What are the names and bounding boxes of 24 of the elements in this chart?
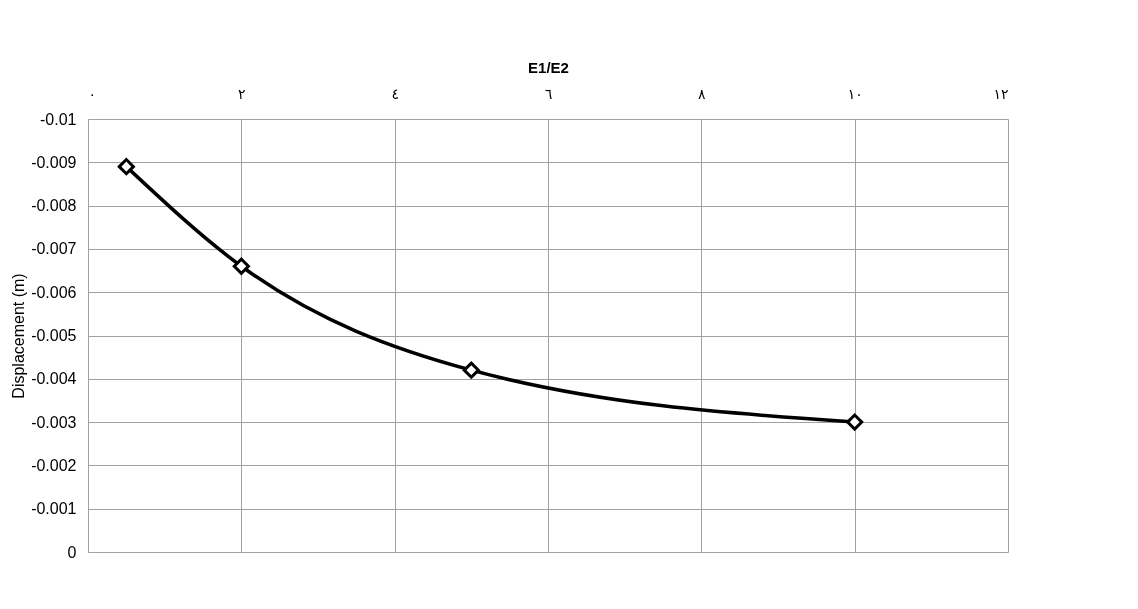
x-tick-label: ٢ <box>238 85 246 102</box>
point <box>117 158 135 176</box>
point <box>846 413 864 431</box>
x-tick-label: ٨ <box>698 85 707 102</box>
y-tick-label: -0.004 <box>31 370 77 388</box>
y-tick-label: -0.005 <box>31 327 77 344</box>
x-tick-label: ٤ <box>391 85 399 102</box>
y-tick-label: 0 <box>67 543 77 561</box>
y-tick-label: -0.007 <box>31 240 77 258</box>
point <box>462 361 480 379</box>
y-tick-label: -0.01 <box>40 110 77 128</box>
y-tick-label: -0.002 <box>31 456 77 474</box>
y-tick-label: -0.008 <box>31 197 77 215</box>
x-tick-label: ١٢ <box>993 85 1009 102</box>
y-tick-label: -0.009 <box>31 153 77 171</box>
x-axis-title: E1/E2 <box>528 58 569 76</box>
y-tick-label: -0.001 <box>31 500 77 518</box>
y-tick-label: -0.003 <box>31 413 77 431</box>
x-tick-label: ١٠ <box>847 85 863 102</box>
x-tick-label: ٦ <box>544 85 553 102</box>
x-tick-label: ٠ <box>88 85 97 102</box>
y-tick-label: -0.006 <box>31 283 77 301</box>
point <box>232 257 250 275</box>
y-axis-title: Displacement (m) <box>10 273 28 399</box>
